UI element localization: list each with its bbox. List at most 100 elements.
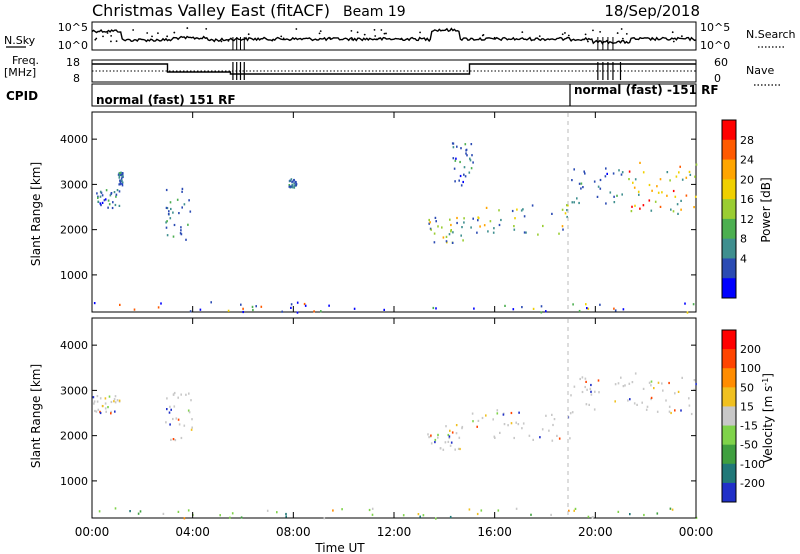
echo-point [104,397,107,400]
nsearch-point [592,29,594,32]
echo-point [288,185,291,188]
echo-point [293,178,295,182]
echo-point [688,397,690,400]
echo-point [681,178,684,181]
echo-point [476,512,479,516]
echo-point [183,424,186,427]
echo-point [510,422,513,425]
echo-point [633,402,636,405]
echo-point [168,210,170,213]
echo-point [108,203,111,206]
echo-point [675,175,678,178]
nsearch-point [374,35,377,37]
echo-point [614,309,617,312]
echo-point [169,201,172,204]
echo-point [113,398,116,401]
nsearch-point [356,31,359,34]
echo-point [618,169,620,172]
echo-point [593,408,596,411]
colorbar-segment [722,238,736,259]
echo-point [587,515,590,518]
nsearch-point [94,38,97,41]
echo-point [191,426,193,429]
echo-point [165,421,167,424]
echo-point [430,442,433,445]
echo-point [172,211,174,214]
echo-point [107,206,109,209]
echo-point [465,152,467,155]
echo-point [437,433,439,436]
echo-point [578,182,581,185]
echo-point [574,507,577,510]
x-tick-label: 12:00 [377,525,412,539]
echo-point [573,168,575,171]
echo-point [498,223,501,227]
echo-point [430,228,432,231]
echo-point [494,436,496,439]
echo-point [447,440,450,443]
x-axis-label: Time UT [314,541,365,554]
nsearch-point [227,39,230,42]
echo-point [187,409,190,412]
colorbar-segment [722,444,736,465]
echo-point [121,182,123,185]
x-tick-label: 20:00 [578,525,613,539]
freq-tick-bottom: 8 [73,72,80,85]
echo-point [173,391,176,395]
echo-point [666,194,668,197]
echo-point [430,434,432,437]
echo-point [645,408,648,411]
echo-point [621,193,623,196]
echo-point [520,209,523,212]
echo-point [289,179,291,182]
echo-point [571,179,573,182]
echo-point [669,179,671,182]
echo-point [471,412,474,415]
echo-point [455,157,457,160]
echo-point [476,425,478,428]
echo-point [641,401,643,404]
echo-point [332,509,334,512]
echo-point [448,435,451,438]
y-tick-label: 4000 [60,133,88,146]
echo-point [477,419,480,422]
nsearch-point [561,33,564,36]
echo-point [668,381,670,385]
echo-point [289,185,292,188]
nsearch-point [616,32,619,34]
echo-point [108,395,111,398]
echo-point [523,215,526,218]
echo-point [685,194,688,197]
echo-point [172,393,175,396]
echo-point [631,381,634,384]
echo-point [266,509,269,512]
echo-point [656,185,658,188]
echo-point [643,513,645,517]
echo-point [515,507,518,510]
cpid-segment-1: normal (fast) 151 RF [96,93,236,107]
echo-point [419,515,421,518]
cpid-label: CPID [6,89,38,103]
nsearch-point [564,32,566,34]
echo-point [104,198,107,201]
echo-point [118,399,121,402]
echo-point [434,216,437,219]
echo-point [634,178,637,181]
echo-point [558,232,560,235]
echo-point [593,180,596,183]
echo-point [181,190,183,193]
echo-point [502,413,505,416]
echo-point [597,185,600,188]
echo-point [120,179,123,182]
echo-point [449,218,451,221]
colorbar-segment [722,139,736,161]
echo-point [681,376,683,379]
echo-point [118,176,121,179]
echo-point [500,218,502,222]
nsearch-point [106,32,109,34]
echo-point [445,240,448,243]
echo-point [586,388,588,391]
echo-point [497,509,500,512]
echo-point [579,377,581,381]
x-tick-label: 04:00 [175,525,210,539]
